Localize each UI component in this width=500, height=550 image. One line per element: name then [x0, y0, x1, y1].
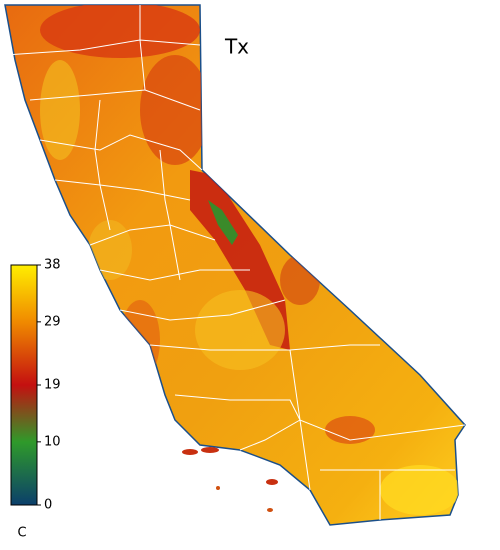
colorbar-tick-label: 38 [44, 258, 61, 273]
county-lines [4, 5, 466, 520]
colorbar-ramp [10, 264, 38, 506]
colorbar-tick-label: 29 [44, 314, 61, 329]
colorbar-tick-label: 19 [44, 378, 61, 393]
map-title: Tx [224, 35, 249, 59]
colorbar: 0 10 19 29 38 [10, 258, 61, 513]
california [4, 4, 466, 526]
colorbar-tick-label: 0 [44, 498, 52, 513]
colorbar-tick-label: 10 [44, 434, 61, 449]
colorbar-unit: C [17, 526, 26, 541]
islands [182, 447, 278, 512]
